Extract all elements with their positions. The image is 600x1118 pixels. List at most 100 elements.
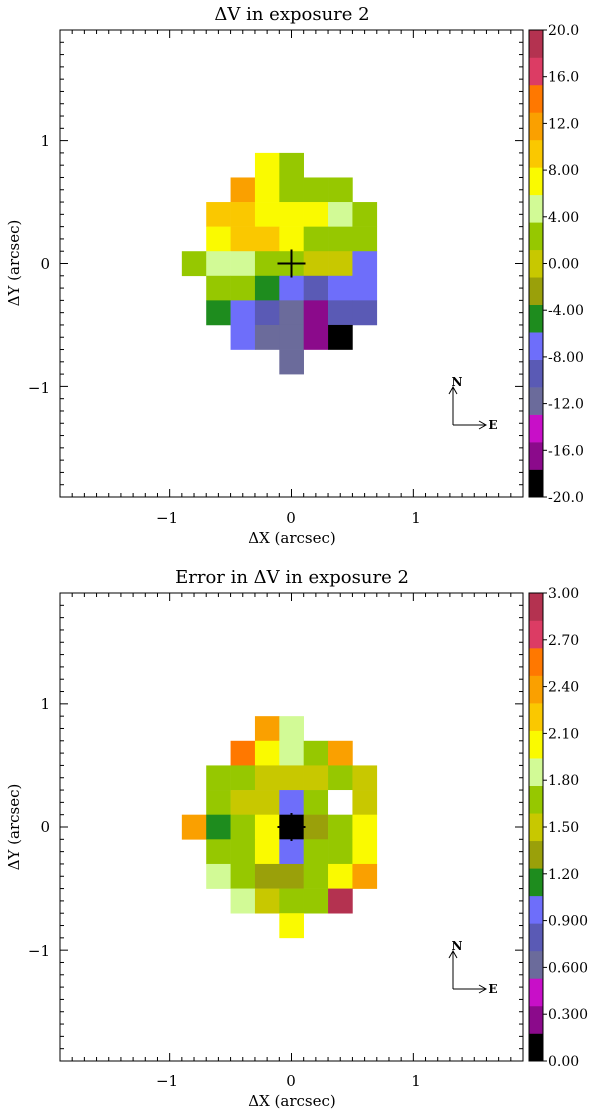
- heatmap-cell: [328, 275, 353, 301]
- y-tick-label: −1: [28, 942, 50, 960]
- heatmap-cell: [279, 839, 304, 865]
- heatmap-cells: [181, 152, 378, 375]
- heatmap-cell: [206, 202, 231, 227]
- colorbar-block: [529, 414, 543, 443]
- x-tick-label: 0: [286, 509, 296, 527]
- heatmap-cell: [279, 300, 304, 326]
- heatmap-cell: [230, 740, 256, 766]
- north-arrowhead: [448, 949, 458, 959]
- heatmap-cell: [328, 839, 353, 865]
- heatmap-cell: [328, 324, 353, 350]
- colorbar-tick-label: 1.50: [548, 820, 579, 836]
- heatmap-cell: [328, 814, 353, 840]
- heatmap-cell: [303, 790, 329, 815]
- colorbar-block: [529, 30, 543, 58]
- heatmap-cells: [181, 716, 378, 939]
- heatmap-cell: [352, 275, 378, 301]
- heatmap-cell: [279, 177, 304, 203]
- heatmap-cell: [352, 300, 378, 326]
- north-label: N: [452, 939, 463, 953]
- chart-title: ΔV in exposure 2: [214, 4, 369, 25]
- colorbar-tick-label: -8.00: [548, 350, 584, 366]
- x-axis-label: ΔX (arcsec): [248, 1092, 335, 1110]
- heatmap-cell: [254, 716, 280, 742]
- heatmap-cell: [206, 300, 231, 326]
- heatmap-cell: [254, 152, 280, 178]
- north-arrowhead: [448, 385, 458, 395]
- heatmap-cell: [206, 814, 231, 840]
- colorbar-block: [529, 950, 543, 979]
- heatmap-cell: [254, 251, 280, 277]
- heatmap-cell: [303, 814, 329, 840]
- colorbar-tick-label: -4.00: [548, 303, 584, 319]
- heatmap-cell: [206, 275, 231, 301]
- colorbar-tick-label: 1.20: [548, 867, 579, 883]
- heatmap-cell: [352, 790, 378, 815]
- heatmap-cell: [230, 888, 256, 914]
- heatmap-cell: [352, 863, 378, 889]
- colorbar-block: [529, 84, 543, 113]
- colorbar: [529, 30, 543, 498]
- heatmap-cell: [254, 740, 280, 766]
- minor-ticks: [60, 593, 523, 1061]
- heatmap-cell: [279, 863, 304, 889]
- y-tick-label: 0: [40, 255, 50, 273]
- heatmap-cell: [328, 300, 353, 326]
- colorbar-block: [529, 730, 543, 759]
- colorbar-block: [529, 304, 543, 333]
- heatmap-cell: [303, 202, 329, 227]
- heatmap-cell: [254, 814, 280, 840]
- center-marker: [277, 249, 306, 278]
- x-tick-label: −1: [156, 509, 178, 527]
- colorbar-block: [529, 442, 543, 470]
- heatmap-cell: [254, 863, 280, 889]
- chart-title: Error in ΔV in exposure 2: [175, 567, 409, 588]
- colorbar-block: [529, 895, 543, 924]
- heatmap-cell: [206, 765, 231, 791]
- colorbar-tick-label: 0.900: [548, 914, 588, 930]
- heatmap-cell: [279, 913, 304, 939]
- colorbar-block: [529, 359, 543, 388]
- heatmap-cell: [303, 888, 329, 914]
- heatmap-cell: [303, 324, 329, 350]
- colorbar-block: [529, 387, 543, 415]
- heatmap-cell: [230, 177, 256, 203]
- colorbar-tick-label: 2.70: [548, 633, 579, 649]
- heatmap-cell: [328, 202, 353, 227]
- colorbar: [529, 593, 543, 1062]
- colorbar-block: [529, 57, 543, 86]
- heatmap-cell: [303, 863, 329, 889]
- heatmap-cell: [279, 790, 304, 815]
- north-label: N: [452, 375, 463, 389]
- heatmap-cell: [279, 226, 304, 252]
- heatmap-cell: [279, 765, 304, 791]
- heatmap-cell: [254, 202, 280, 227]
- x-tick-label: 1: [411, 509, 421, 527]
- plot-frame: [59, 29, 524, 498]
- colorbar-block: [529, 139, 543, 168]
- heatmap-cell: [181, 251, 207, 277]
- heatmap-cell: [254, 324, 280, 350]
- colorbar-block: [529, 1033, 543, 1062]
- center-marker: [277, 813, 306, 841]
- panel-error-delta-v: Error in ΔV in exposure 2 −1 0 1 1 0 −1 …: [5, 567, 588, 1110]
- heatmap-cell: [254, 765, 280, 791]
- heatmap-cell: [352, 814, 378, 840]
- heatmap-cell: [328, 740, 353, 766]
- heatmap-cell: [230, 275, 256, 301]
- colorbar-tick-label: 0.300: [548, 1007, 588, 1023]
- compass: N E: [448, 375, 498, 432]
- heatmap-cell: [303, 839, 329, 865]
- colorbar-block: [529, 249, 543, 278]
- heatmap-cell: [230, 839, 256, 865]
- colorbar-tick-label: 2.40: [548, 680, 579, 696]
- heatmap-cell: [328, 226, 353, 252]
- colorbar-block: [529, 194, 543, 223]
- heatmap-cell: [206, 251, 231, 277]
- heatmap-cell: [303, 275, 329, 301]
- colorbar-block: [529, 923, 543, 952]
- colorbar-tick-label: 0.600: [548, 960, 588, 976]
- colorbar-block: [529, 1005, 543, 1034]
- colorbar-block: [529, 112, 543, 141]
